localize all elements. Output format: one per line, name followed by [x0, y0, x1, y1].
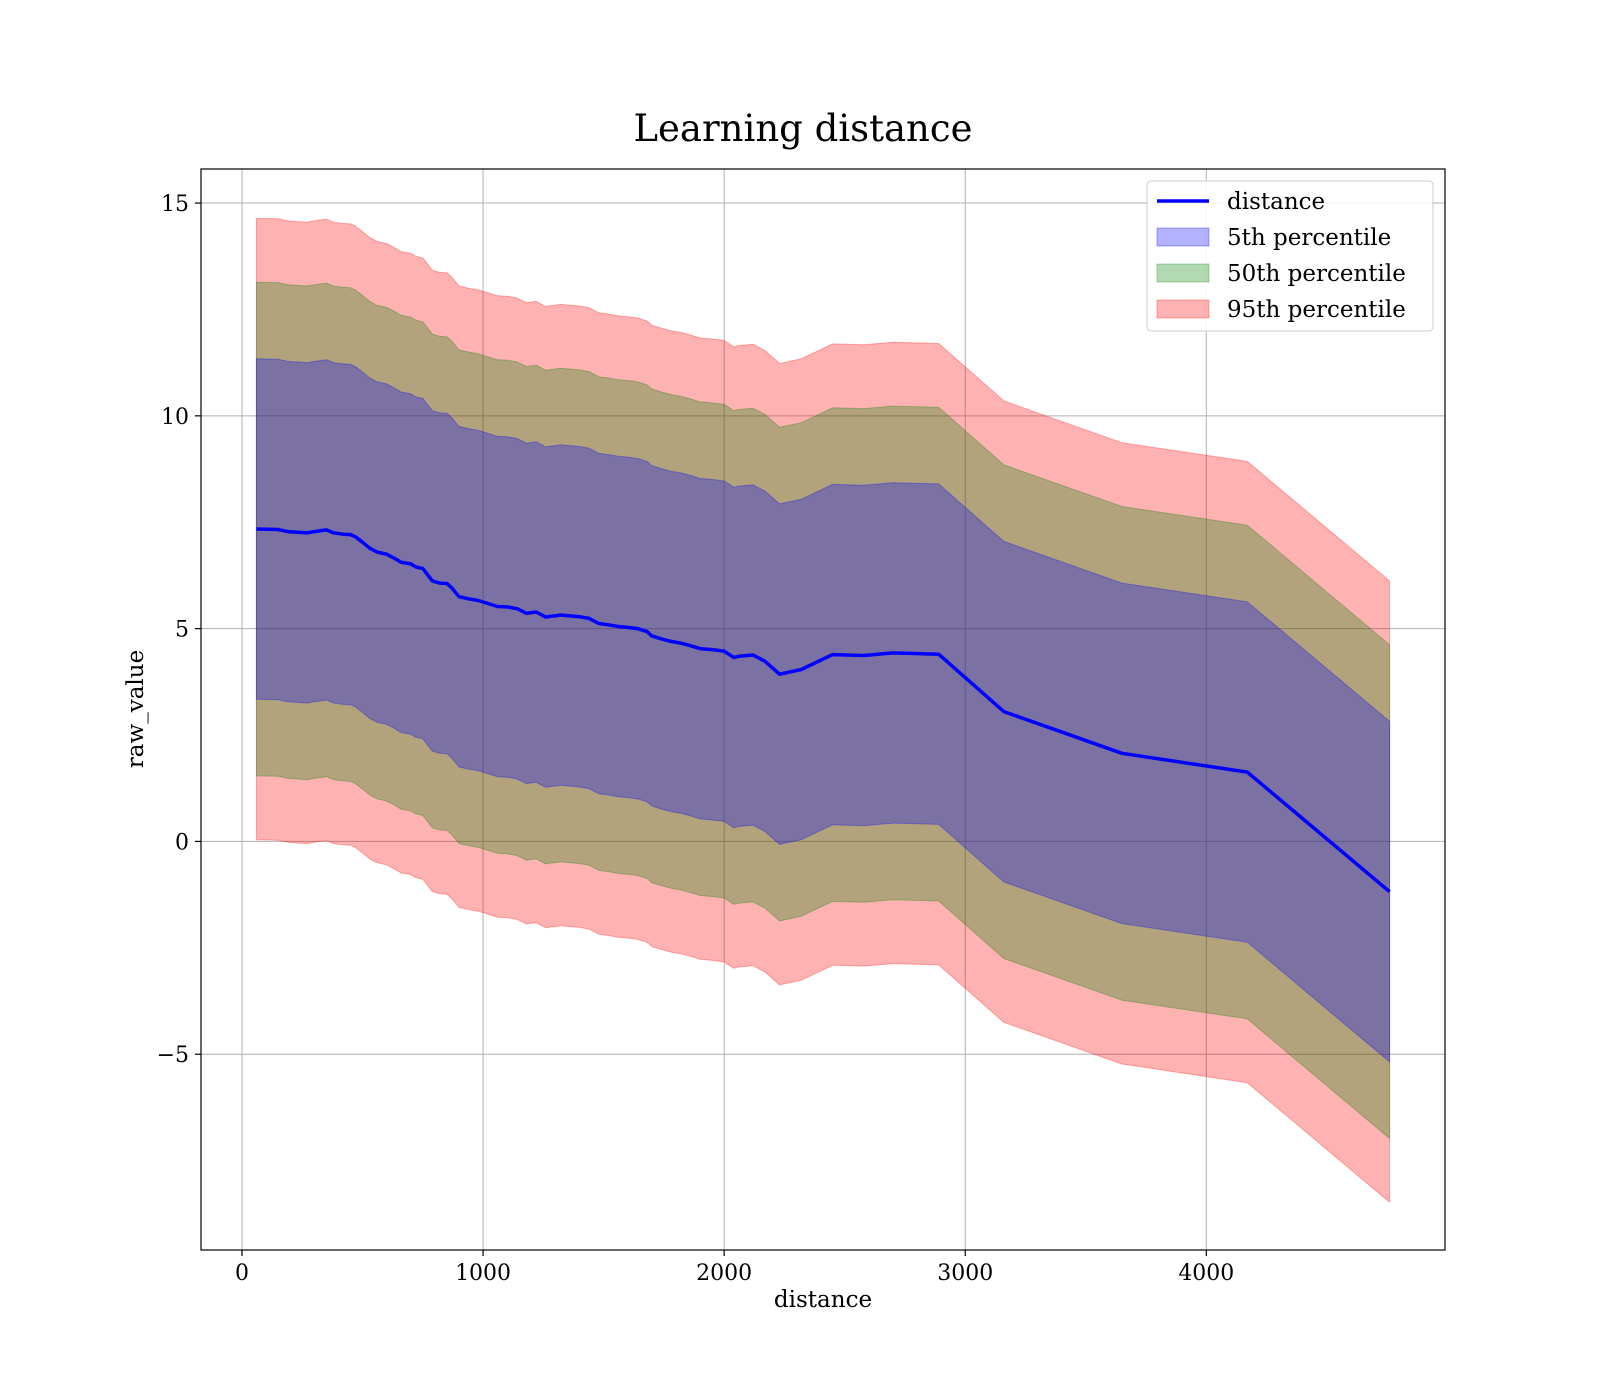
- x-axis-label: distance: [774, 1287, 872, 1313]
- x-tick-label: 0: [235, 1261, 249, 1286]
- percentile-bands: [255, 217, 1391, 1204]
- plot-frame: [200, 168, 1446, 1251]
- x-tick-label: 2000: [696, 1261, 752, 1286]
- legend: distance 5th percentile 50th percentile …: [1146, 180, 1434, 332]
- series-line-distance: [256, 527, 1391, 894]
- legend-box: [1146, 180, 1434, 332]
- legend-label-95th-percentile: 95th percentile: [1227, 297, 1406, 323]
- y-tick-label: −5: [157, 1043, 189, 1068]
- chart-title: Learning distance: [633, 107, 972, 150]
- x-tick-label: 1000: [455, 1261, 511, 1286]
- axis-ticks: 0 1000 2000 3000 4000 −5 0 5 10 15: [157, 192, 1235, 1286]
- band-95th-percentile: [255, 217, 1391, 1204]
- y-tick-label: 5: [175, 618, 189, 643]
- legend-swatch-5th-percentile: [1156, 227, 1210, 247]
- y-tick-label: 10: [161, 405, 189, 430]
- band-50th-percentile: [255, 281, 1391, 1140]
- series-lines: [256, 527, 1391, 894]
- legend-label-50th-percentile: 50th percentile: [1227, 261, 1406, 287]
- legend-label-distance: distance: [1227, 189, 1325, 215]
- x-tick-label: 4000: [1178, 1261, 1234, 1286]
- band-5th-percentile: [255, 358, 1391, 1063]
- y-tick-label: 0: [175, 830, 189, 855]
- y-tick-label: 15: [161, 192, 189, 217]
- legend-swatch-95th-percentile: [1156, 299, 1210, 319]
- y-axis-label: raw_value: [123, 650, 149, 768]
- legend-swatch-50th-percentile: [1156, 263, 1210, 283]
- legend-label-5th-percentile: 5th percentile: [1227, 225, 1391, 251]
- x-tick-label: 3000: [937, 1261, 993, 1286]
